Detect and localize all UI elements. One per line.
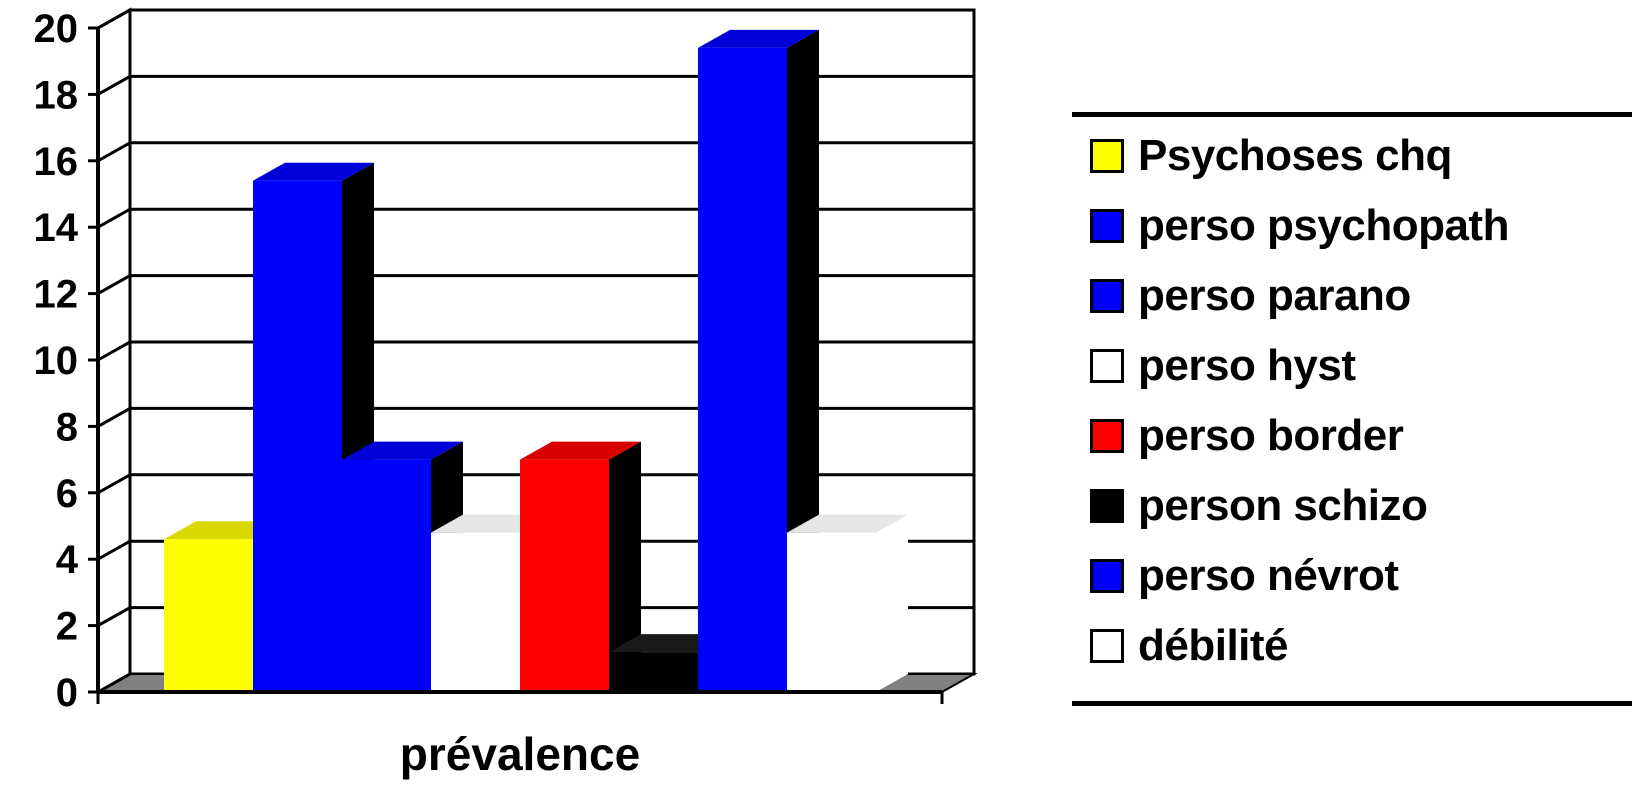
legend-swatch xyxy=(1090,279,1124,313)
chart-legend: Psychoses chq perso psychopath perso paran… xyxy=(1072,112,1632,706)
bar xyxy=(520,441,641,692)
gridline xyxy=(97,340,974,362)
legend-swatch xyxy=(1090,629,1124,663)
legend-swatch xyxy=(1090,489,1124,523)
gridline xyxy=(97,8,974,30)
bar-front xyxy=(698,47,787,693)
legend-label: perso psychopath xyxy=(1138,201,1509,250)
x-axis-label: prévalence xyxy=(400,728,640,780)
y-tick-label: 6 xyxy=(56,472,78,516)
y-tick-label: 2 xyxy=(56,605,78,649)
y-tick-label: 14 xyxy=(34,206,79,250)
bar-front xyxy=(342,459,431,692)
bar xyxy=(253,162,374,693)
y-tick-label: 18 xyxy=(34,73,79,117)
gridline xyxy=(97,539,974,561)
bar-front xyxy=(164,539,253,692)
legend-swatch xyxy=(1090,559,1124,593)
gridline xyxy=(97,606,974,627)
legend-label: débilité xyxy=(1138,621,1289,670)
legend-item: perso hyst xyxy=(1090,341,1356,391)
bar xyxy=(787,514,908,692)
legend-label: perso hyst xyxy=(1138,341,1356,390)
bar-front xyxy=(520,459,609,692)
y-tick-label: 16 xyxy=(34,140,79,184)
chart-gridlines xyxy=(97,8,974,627)
legend-item: perso névrot xyxy=(1090,551,1399,601)
gridline xyxy=(97,207,974,229)
legend-label: perso parano xyxy=(1138,271,1411,320)
chart-plot: 0 2 4 6 8 10 12 14 16 18 20 prévalence xyxy=(34,7,978,780)
chart-bars xyxy=(164,29,908,693)
legend-item: perso psychopath xyxy=(1090,201,1509,251)
y-tick-labels: 0 2 4 6 8 10 12 14 16 18 20 xyxy=(34,7,79,715)
bar-top xyxy=(520,441,641,460)
legend-label: perso border xyxy=(1138,411,1404,460)
legend-label: perso névrot xyxy=(1138,551,1399,600)
chart-axes xyxy=(88,26,944,704)
legend-label: Psychoses chq xyxy=(1138,131,1452,180)
bar-front xyxy=(787,532,876,692)
legend-swatch xyxy=(1090,209,1124,243)
y-tick-label: 8 xyxy=(56,405,78,449)
gridline xyxy=(97,141,974,163)
y-tick-label: 4 xyxy=(56,538,79,582)
legend-swatch xyxy=(1090,139,1124,173)
bar-top xyxy=(342,441,463,460)
gridline xyxy=(97,74,974,96)
legend-item: person schizo xyxy=(1090,481,1428,531)
legend-item: débilité xyxy=(1090,621,1289,671)
bar-front xyxy=(431,532,520,692)
legend-item: Psychoses chq xyxy=(1090,131,1452,181)
gridline xyxy=(97,473,974,495)
y-tick-label: 10 xyxy=(34,339,79,383)
legend-label: person schizo xyxy=(1138,481,1428,530)
bar-side xyxy=(876,514,908,692)
gridline xyxy=(97,406,974,428)
legend-swatch xyxy=(1090,419,1124,453)
bar-top xyxy=(253,162,374,181)
y-tick-label: 20 xyxy=(34,7,79,51)
bar-front xyxy=(253,180,342,692)
legend-swatch xyxy=(1090,349,1124,383)
bar-side xyxy=(609,441,641,692)
y-tick-label: 0 xyxy=(56,671,78,715)
legend-item: perso border xyxy=(1090,411,1404,461)
bar-front xyxy=(609,652,698,692)
bar-top xyxy=(698,29,819,48)
bar-top xyxy=(787,514,908,533)
gridline xyxy=(97,274,974,295)
legend-item: perso parano xyxy=(1090,271,1411,321)
y-tick-label: 12 xyxy=(34,273,79,317)
